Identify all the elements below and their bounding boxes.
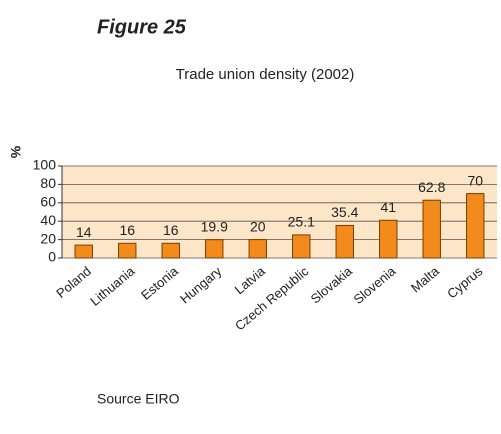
bar: [466, 193, 485, 259]
bar: [205, 239, 224, 259]
x-tick-label: Estonia: [138, 263, 181, 303]
x-tick-label: Czech Republic: [232, 263, 312, 333]
y-tick-label: 100: [33, 157, 57, 173]
value-label: 16: [163, 222, 179, 238]
source: Source EIRO: [97, 391, 180, 407]
bar: [335, 224, 354, 259]
bar: [74, 244, 93, 259]
bar: [379, 219, 398, 259]
bar: [248, 239, 267, 259]
value-label: 14: [76, 224, 92, 240]
x-tick-label: Slovenia: [351, 263, 399, 307]
y-axis-label: %: [8, 145, 24, 158]
value-label: 20: [250, 218, 266, 234]
chart-title: Trade union density (2002): [176, 66, 355, 83]
y-tick-label: 40: [40, 212, 56, 228]
y-tick-label: 80: [40, 175, 56, 191]
value-label: 70: [467, 172, 483, 188]
bar: [292, 234, 311, 259]
x-tick-label: Slovakia: [308, 263, 356, 307]
y-tick-label: 0: [48, 249, 56, 265]
bar: [161, 242, 180, 259]
value-label: 16: [119, 222, 135, 238]
x-tick-label: Hungary: [177, 263, 225, 306]
value-label: 19.9: [201, 218, 228, 234]
y-tick-label: 60: [40, 194, 56, 210]
x-tick-label: Latvia: [232, 263, 269, 297]
value-label: 35.4: [331, 204, 358, 220]
x-tick-label: Cyprus: [444, 263, 486, 301]
x-tick-label: Poland: [53, 263, 94, 301]
figure-label: Figure 25: [97, 16, 187, 38]
x-tick-label: Malta: [408, 263, 443, 295]
bar: [118, 242, 137, 259]
value-label: 62.8: [418, 179, 445, 195]
bar: [422, 199, 441, 259]
x-tick-label: Lithuania: [87, 263, 138, 309]
y-tick-label: 20: [40, 230, 56, 246]
value-label: 25.1: [288, 214, 315, 230]
value-label: 41: [380, 199, 396, 215]
